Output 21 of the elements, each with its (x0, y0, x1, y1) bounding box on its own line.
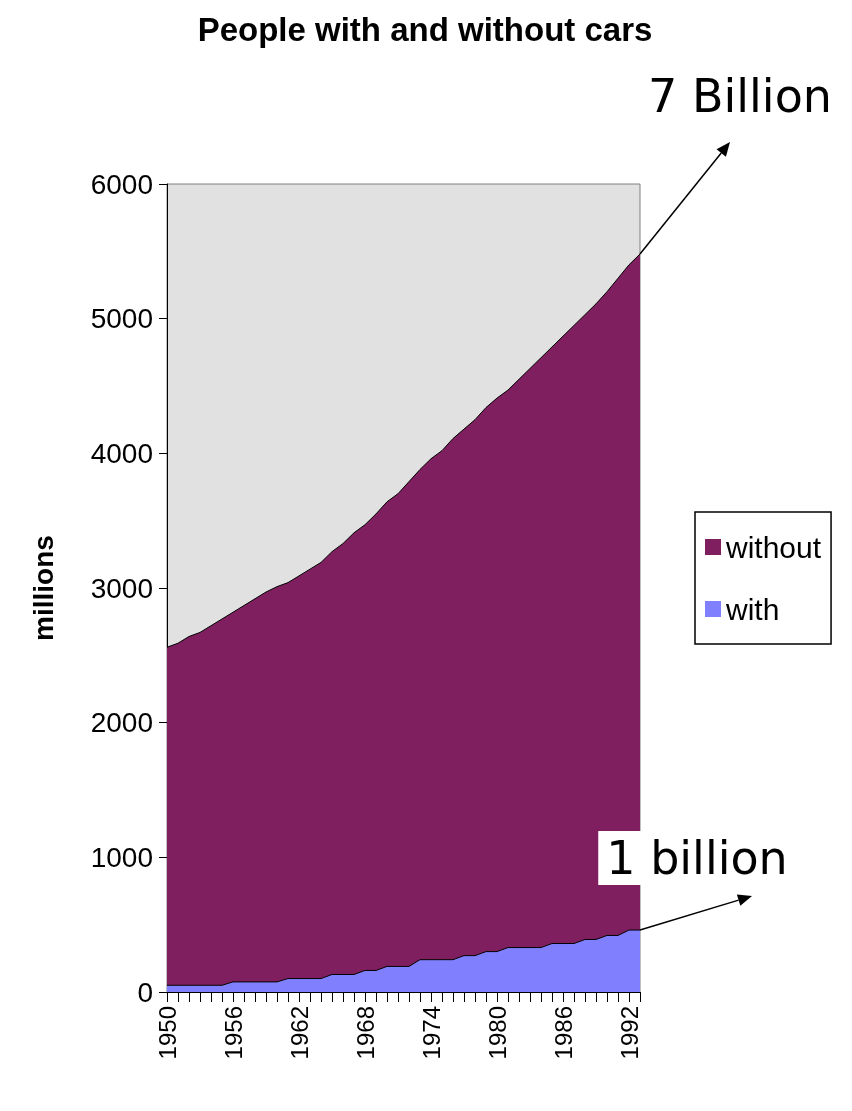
y-tick-label: 3000 (90, 572, 153, 604)
legend-label: with (725, 592, 780, 626)
x-tick-label: 1974 (417, 1006, 445, 1060)
x-tick-label: 1986 (549, 1006, 577, 1060)
y-tick-label: 1000 (90, 841, 153, 873)
y-tick-label: 0 (137, 976, 153, 1008)
chart-title: People with and without cars (197, 11, 653, 48)
x-tick-label: 1956 (219, 1006, 247, 1060)
x-tick-label: 1968 (351, 1006, 379, 1060)
y-axis-title: millions (27, 535, 59, 641)
text: 7 Billion (648, 69, 832, 124)
y-tick-label: 5000 (90, 303, 153, 335)
x-tick-label: 1962 (285, 1006, 313, 1060)
y-tick-label: 4000 (90, 437, 153, 469)
x-tick-label: 1992 (615, 1006, 643, 1060)
x-tick-label: 1950 (153, 1006, 181, 1060)
annotation: 1 billion (606, 831, 788, 886)
x-tick-label: 1980 (483, 1006, 511, 1060)
legend-label: without (725, 530, 822, 564)
y-tick-label: 6000 (90, 168, 153, 200)
y-tick-label: 2000 (90, 707, 153, 739)
